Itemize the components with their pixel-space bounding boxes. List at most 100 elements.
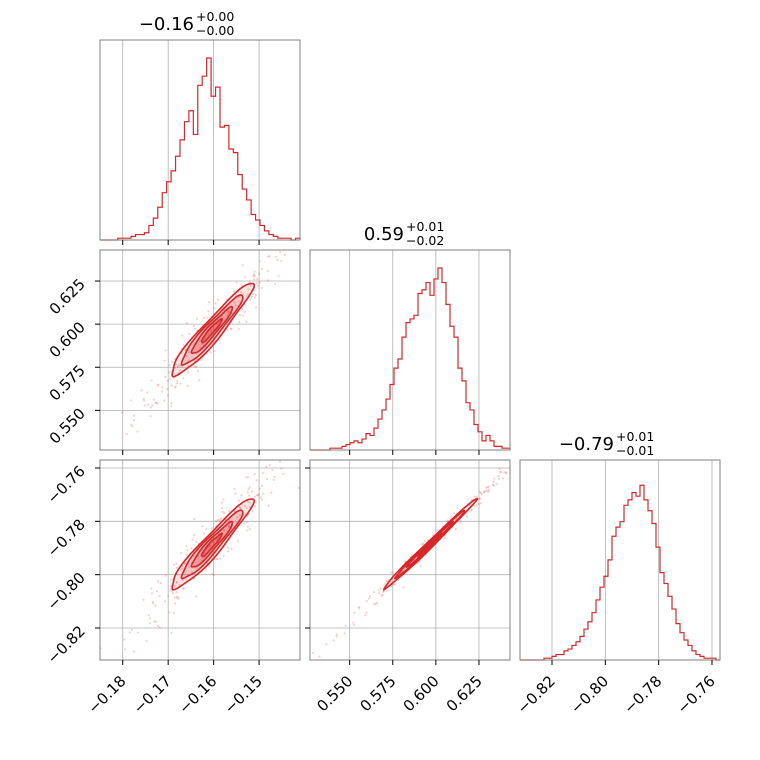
sample-point	[245, 529, 248, 532]
sample-point	[170, 384, 173, 387]
sample-point	[280, 259, 283, 263]
sample-point	[492, 484, 496, 487]
sample-point	[198, 338, 201, 342]
sample-point	[392, 571, 395, 574]
sample-point	[163, 359, 166, 362]
sample-point	[201, 525, 204, 528]
sample-point	[142, 397, 146, 400]
sample-point	[250, 490, 254, 493]
sample-point	[254, 501, 257, 504]
sample-point	[147, 614, 150, 617]
sample-point	[228, 525, 231, 528]
sample-point	[176, 365, 180, 369]
sample-point	[249, 298, 252, 301]
sample-point	[243, 310, 246, 314]
title-plus: +0.00	[196, 9, 234, 24]
sample-point	[255, 281, 259, 285]
title-value: 0.59	[364, 224, 404, 245]
sample-point	[270, 491, 273, 494]
sample-point	[165, 388, 169, 391]
sample-point	[161, 386, 164, 389]
density-fill	[181, 294, 243, 366]
sample-point	[236, 540, 240, 543]
sample-point	[184, 561, 188, 564]
sample-point	[243, 276, 246, 279]
sample-point	[142, 598, 145, 601]
sample-point	[297, 486, 300, 489]
sample-point	[353, 623, 356, 627]
density-contour	[171, 498, 256, 591]
sample-point	[298, 241, 300, 243]
y-tick-label: 0.575	[46, 361, 89, 404]
sample-point	[522, 455, 524, 457]
sample-point	[149, 415, 152, 418]
sample-point	[352, 621, 355, 624]
sample-point	[155, 401, 158, 404]
sample-point	[248, 494, 251, 497]
histogram-line	[100, 57, 301, 241]
sample-point	[213, 349, 216, 352]
title-value: −0.16	[139, 14, 194, 35]
x-tick-label: −0.17	[130, 672, 175, 717]
sample-point	[260, 484, 264, 487]
sample-point	[203, 337, 207, 340]
sample-point	[200, 559, 203, 562]
sample-point	[128, 631, 131, 634]
density-fill	[181, 510, 243, 579]
sample-point	[150, 379, 153, 382]
x-tick-label: 0.625	[443, 672, 486, 715]
sample-point	[274, 255, 278, 258]
sample-point	[168, 364, 171, 367]
sample-point	[259, 496, 262, 499]
sample-point	[252, 275, 255, 278]
sample-point	[227, 311, 230, 315]
sample-point	[480, 491, 483, 495]
sample-point	[190, 571, 193, 574]
sample-point	[365, 611, 368, 614]
sample-point	[209, 330, 213, 333]
sample-point	[403, 567, 407, 570]
sample-point	[241, 307, 244, 310]
sample-point	[239, 313, 242, 317]
sample-point	[174, 366, 177, 370]
title-minus: −0.01	[616, 443, 654, 458]
sample-point	[240, 494, 243, 497]
sample-point	[188, 332, 191, 336]
sample-point	[216, 557, 219, 561]
sample-point	[223, 511, 226, 515]
sample-point	[151, 600, 154, 603]
sample-point	[237, 499, 241, 502]
sample-point	[237, 327, 241, 331]
sample-point	[195, 566, 198, 570]
sample-point	[152, 398, 155, 401]
density-contour	[190, 520, 234, 568]
sample-point	[233, 487, 236, 491]
sample-point	[155, 590, 159, 593]
sample-point	[239, 514, 242, 517]
density-fill	[201, 533, 223, 557]
sample-point	[478, 490, 482, 494]
sample-point	[511, 467, 513, 469]
sample-point	[364, 614, 367, 617]
sample-point	[268, 463, 271, 467]
sample-point	[382, 591, 385, 594]
sample-point	[253, 274, 256, 278]
sample-point	[389, 571, 392, 574]
sample-point	[272, 478, 275, 481]
sample-point	[219, 557, 222, 560]
sample-point	[212, 574, 215, 577]
sample-point	[256, 494, 260, 497]
histogram-line	[520, 484, 720, 661]
sample-point	[475, 495, 478, 498]
sample-point	[154, 620, 158, 623]
sample-point	[258, 273, 261, 276]
axes-frame	[99, 459, 301, 661]
sample-point	[246, 525, 250, 528]
sample-point	[210, 527, 213, 530]
sample-point	[524, 448, 526, 450]
density-contour	[200, 317, 223, 344]
sample-point	[195, 366, 198, 369]
sample-point	[182, 377, 185, 380]
sample-point	[207, 333, 210, 337]
sample-point	[169, 378, 172, 381]
